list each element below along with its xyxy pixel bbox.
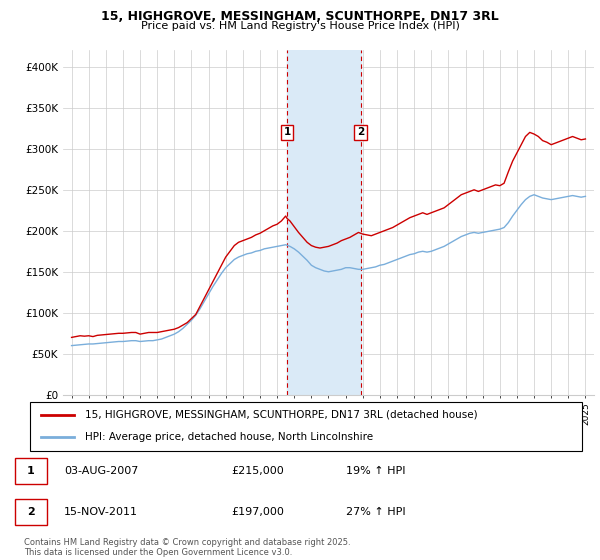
FancyBboxPatch shape [30,402,582,451]
Text: 03-AUG-2007: 03-AUG-2007 [64,466,138,477]
Bar [287,50,361,395]
Text: Price paid vs. HM Land Registry's House Price Index (HPI): Price paid vs. HM Land Registry's House … [140,21,460,31]
Text: 27% ↑ HPI: 27% ↑ HPI [346,507,406,517]
Text: 2: 2 [27,507,35,517]
FancyBboxPatch shape [15,459,47,484]
Text: HPI: Average price, detached house, North Lincolnshire: HPI: Average price, detached house, Nort… [85,432,373,442]
Text: £215,000: £215,000 [231,466,284,477]
Text: 1: 1 [27,466,35,477]
Text: 1: 1 [283,128,291,137]
Text: 15, HIGHGROVE, MESSINGHAM, SCUNTHORPE, DN17 3RL: 15, HIGHGROVE, MESSINGHAM, SCUNTHORPE, D… [101,10,499,23]
FancyBboxPatch shape [15,499,47,525]
Text: 15, HIGHGROVE, MESSINGHAM, SCUNTHORPE, DN17 3RL (detached house): 15, HIGHGROVE, MESSINGHAM, SCUNTHORPE, D… [85,410,478,420]
Text: 19% ↑ HPI: 19% ↑ HPI [346,466,406,477]
Text: Contains HM Land Registry data © Crown copyright and database right 2025.
This d: Contains HM Land Registry data © Crown c… [24,538,350,557]
Text: £197,000: £197,000 [231,507,284,517]
Text: 15-NOV-2011: 15-NOV-2011 [64,507,138,517]
Text: 2: 2 [357,128,364,137]
